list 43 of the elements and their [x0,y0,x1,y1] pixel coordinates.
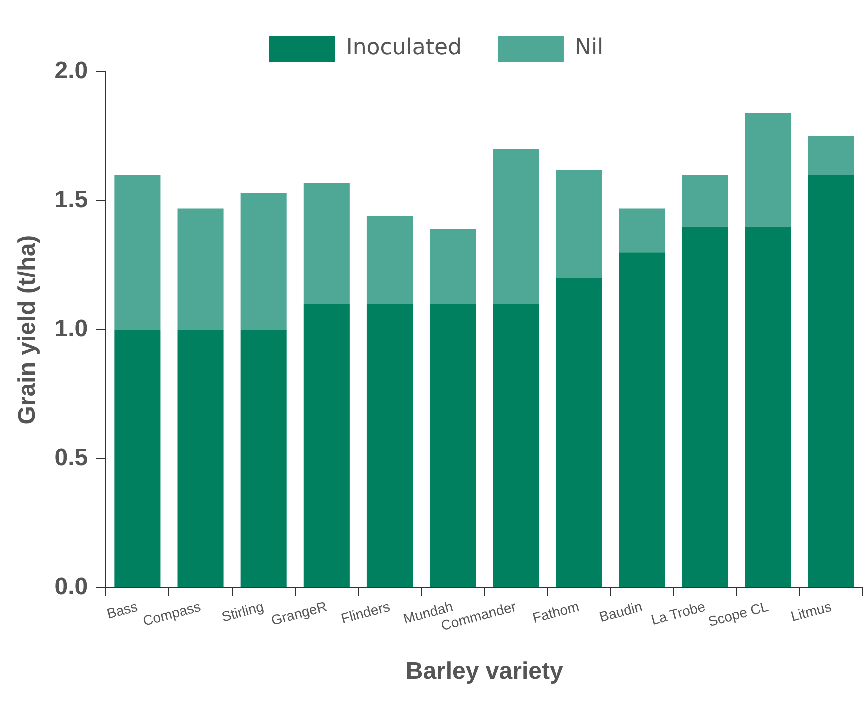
bar [619,252,666,588]
x-tick-label: Litmus [789,598,834,624]
bar [114,175,161,330]
x-tick-label: Fathom [530,598,581,626]
bar [808,175,854,588]
bar [114,330,161,588]
y-axis-title: Grain yield (t/ha) [14,235,42,425]
bar [745,113,792,227]
bar [493,149,540,304]
x-tick-label: La Trobe [650,598,708,628]
y-tick-label: 0.0 [54,574,88,601]
y-tick-label: 1.0 [54,316,88,343]
legend-label: Nil [574,36,604,61]
bar [304,182,350,304]
bar [178,208,224,330]
bar [682,226,728,588]
bar [240,193,287,330]
x-tick-label: Baudin [598,598,644,626]
bar [745,226,792,588]
bar [240,330,287,588]
y-tick-label: 0.5 [54,444,88,472]
legend-label: Inoculated [346,36,462,61]
y-tick-label: 2.0 [54,58,88,85]
x-tick-label: Scope CL [706,598,770,630]
x-tick-label: Flinders [340,598,392,627]
y-tick-label: 1.5 [54,186,88,214]
bar [178,330,224,588]
x-tick-label: Compass [141,598,203,630]
x-axis-title: Barley variety [406,658,564,686]
bar [430,229,476,304]
bar [556,170,602,278]
x-tick-label: GrangeR [270,598,329,628]
bar [682,175,728,227]
bar [808,136,854,176]
bar [493,304,540,588]
bar [619,208,666,253]
bar [556,278,602,588]
bar [430,304,476,588]
x-tick-label: Bass [105,598,140,622]
bar [304,304,350,588]
bar [366,216,413,304]
bar [366,304,413,588]
x-tick-label: Stirling [220,598,266,625]
